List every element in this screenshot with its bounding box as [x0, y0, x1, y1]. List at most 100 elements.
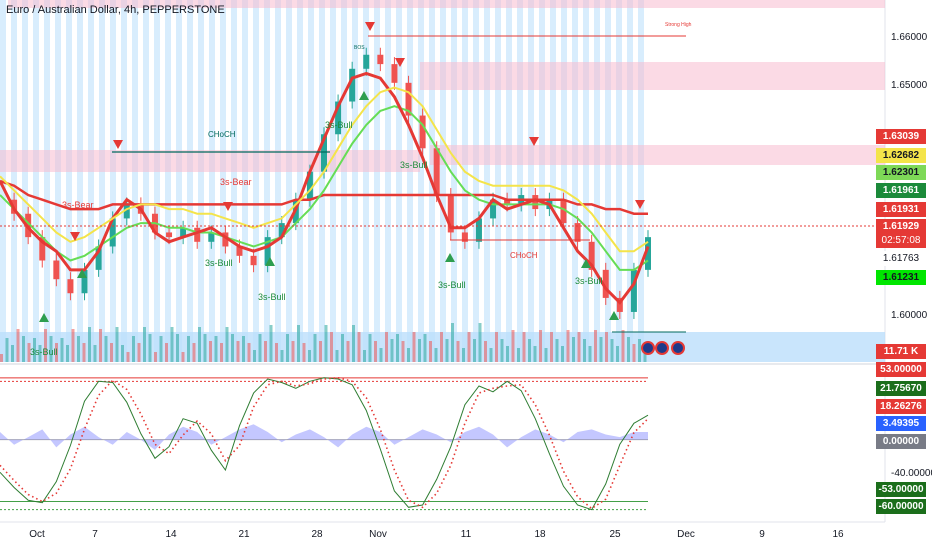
- volume-bar: [319, 341, 322, 362]
- candle: [419, 115, 426, 149]
- candle: [264, 237, 271, 266]
- bull-signal: [445, 253, 455, 262]
- volume-bar: [225, 327, 229, 362]
- volume-bar: [104, 336, 108, 362]
- volume-bar: [335, 350, 339, 362]
- volume-bar: [374, 341, 377, 362]
- session-band: [341, 0, 347, 362]
- volume-bar: [577, 332, 581, 362]
- volume-bar: [357, 332, 361, 362]
- session-band: [242, 0, 248, 362]
- session-band: [605, 0, 611, 362]
- volume-bar: [412, 332, 416, 362]
- volume-bar: [231, 334, 234, 362]
- volume-bar: [368, 334, 372, 362]
- volume-bar: [632, 344, 636, 362]
- x-tick: 9: [759, 529, 765, 540]
- session-band: [550, 0, 556, 362]
- volume-bar: [143, 327, 146, 362]
- osc-k-line: [0, 377, 649, 511]
- annotation-label: 3s-Bull: [205, 258, 233, 268]
- price-tag-ema-yellow: 1.62682: [876, 148, 926, 163]
- volume-bar: [27, 343, 31, 362]
- session-band: [616, 0, 622, 362]
- candle: [166, 232, 173, 238]
- osc-d-line: [0, 376, 649, 510]
- volume-bar: [308, 350, 311, 362]
- session-band: [583, 0, 589, 362]
- annotation-label: CHoCH: [510, 251, 538, 260]
- x-tick: 28: [311, 529, 323, 540]
- candle: [222, 232, 229, 247]
- session-band: [77, 0, 83, 362]
- volume-bar: [198, 327, 201, 362]
- session-band: [363, 0, 369, 362]
- volume-bar: [38, 345, 42, 362]
- session-band: [143, 0, 149, 362]
- volume-bar: [511, 330, 515, 362]
- session-band: [473, 0, 479, 362]
- volume-bar: [561, 346, 564, 362]
- volume-bar: [181, 352, 185, 362]
- volume-bar: [522, 332, 526, 362]
- candle: [433, 148, 440, 196]
- volume-bar: [616, 346, 619, 362]
- bear-signal: [529, 137, 539, 146]
- volume-bar: [467, 332, 471, 362]
- candle: [560, 199, 567, 224]
- session-band: [528, 0, 534, 362]
- volume-bar: [159, 336, 163, 362]
- volume-bar: [407, 348, 410, 362]
- volume-bar: [242, 336, 245, 362]
- session-band: [462, 0, 468, 362]
- session-band: [638, 0, 644, 362]
- candle: [461, 232, 468, 242]
- volume-bar: [203, 334, 207, 362]
- x-tick: 11: [460, 529, 472, 540]
- volume-bar: [33, 338, 36, 362]
- volume-bar: [170, 327, 174, 362]
- volume-bar: [638, 339, 641, 362]
- session-band: [154, 0, 160, 362]
- annotation-label: 3s-Bull: [400, 160, 428, 170]
- volume-bar: [49, 336, 53, 362]
- x-tick: Oct: [29, 529, 45, 540]
- x-tick: 25: [609, 529, 621, 540]
- volume-bar: [605, 332, 608, 362]
- volume-bar: [379, 348, 383, 362]
- candle: [504, 199, 511, 205]
- session-band: [297, 0, 303, 362]
- volume-bar: [555, 339, 559, 362]
- volume-bar: [583, 339, 586, 362]
- volume-bar: [533, 346, 537, 362]
- volume-bar: [429, 341, 432, 362]
- volume-bar: [544, 348, 548, 362]
- volume-bar: [88, 327, 91, 362]
- session-band: [418, 0, 424, 362]
- annotation-label: 3s-Bear: [62, 200, 94, 210]
- price-tag-high: 1.61931: [876, 202, 926, 217]
- session-band: [561, 0, 567, 362]
- candle: [335, 101, 342, 135]
- volume-bar: [363, 350, 366, 362]
- candle: [405, 82, 412, 116]
- volume-bar: [60, 338, 64, 362]
- supply-zone: [430, 145, 885, 165]
- annotation-label: BOS: [354, 45, 365, 51]
- osc-tag-lower: -53.00000: [876, 482, 926, 497]
- volume-bar: [434, 348, 438, 362]
- volume-bar: [258, 334, 262, 362]
- bear-signal: [70, 232, 80, 241]
- volume-bar: [484, 341, 487, 362]
- candle: [208, 232, 215, 242]
- session-band: [539, 0, 545, 362]
- volume-bar: [528, 339, 531, 362]
- volume-bar: [440, 332, 443, 362]
- session-band: [374, 0, 380, 362]
- volume-bar: [572, 337, 575, 362]
- volume-bar: [627, 337, 630, 362]
- price-tag-ema-green: 1.62301: [876, 165, 926, 180]
- session-band: [99, 0, 105, 362]
